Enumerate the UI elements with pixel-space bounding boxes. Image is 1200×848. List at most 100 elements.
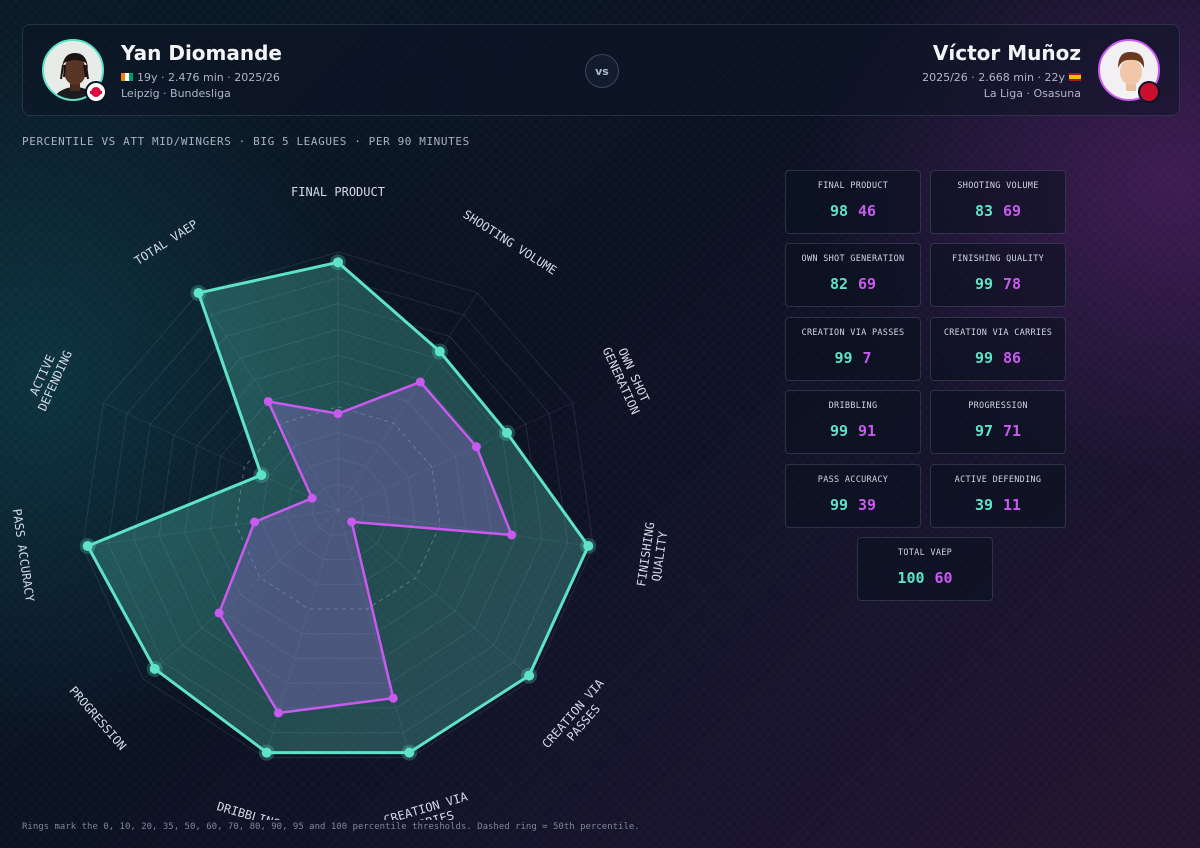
player-b-name: Víctor Muñoz (932, 41, 1081, 65)
spain-flag-icon (1069, 73, 1081, 81)
ring-50 (235, 406, 441, 610)
player-a-value: 99 (974, 348, 993, 367)
stat-card-label: CREATION VIA PASSES (801, 327, 905, 338)
data-point-player-a (193, 287, 204, 298)
player-a-value: 99 (834, 348, 853, 367)
spoke (337, 402, 573, 511)
player-comparison-header: Yan Diomande 19y · 2.476 min · 2025/26 L… (22, 24, 1180, 116)
player-b-value: 69 (1003, 202, 1022, 220)
axis-label: PROGRESSION (66, 684, 129, 753)
player-b-meta: 2025/26 · 2.668 min · 22y (922, 71, 1081, 84)
axis-label: SHOOTING VOLUME (461, 207, 560, 277)
player-b-value: 60 (934, 569, 953, 587)
data-point-player-b (250, 517, 260, 527)
axis-label: PASS ACCURACY (10, 508, 37, 604)
axis-label: ACTIVEDEFENDING (22, 343, 74, 414)
stat-card-label: FINAL PRODUCT (817, 181, 889, 191)
player-a-value: 99 (829, 422, 848, 441)
player-a-value: 83 (974, 202, 993, 220)
player-a-name: Yan Diomande (121, 41, 282, 65)
stat-card: FINISHING QUALITY 99 78 (930, 243, 1066, 308)
stat-card-values: 99 91 (786, 422, 920, 440)
stat-card-values: 97 71 (931, 422, 1065, 440)
stat-card: PASS ACCURACY 99 39 (785, 463, 921, 528)
radar-chart: FINAL PRODUCT SHOOTING VOLUME OWN SHOTGENE… (10, 185, 671, 820)
player-b-value: 69 (858, 275, 877, 294)
ring-20 (286, 457, 390, 561)
player-a-value: 98 (829, 202, 848, 220)
player-b-value: 71 (1003, 422, 1022, 441)
stat-card: CREATION VIA CARRIES 99 86 (930, 316, 1066, 381)
player-b-value: 46 (858, 202, 877, 220)
data-point-player-a (524, 670, 535, 681)
osasuna-crest-icon (1138, 81, 1160, 103)
data-point-player-a (501, 427, 512, 438)
data-point-player-a (261, 747, 272, 758)
player-b-value: 78 (1003, 275, 1022, 294)
spoke (337, 509, 412, 758)
axis-label: FINAL PRODUCT (291, 185, 385, 199)
data-point-player-b (214, 608, 224, 618)
data-point-player-b (507, 530, 517, 540)
stat-card-values: 99 39 (786, 496, 920, 514)
player-a-value: 97 (974, 422, 993, 441)
stat-card-label: PASS ACCURACY (817, 474, 889, 485)
stat-card: CREATION VIA PASSES 99 7 (785, 316, 921, 381)
rb-leipzig-crest-icon (85, 81, 107, 103)
data-point-player-b (263, 396, 273, 406)
ring-60 (209, 380, 467, 635)
stat-card-values: 39 11 (931, 496, 1065, 514)
stat-card-values: 99 86 (931, 349, 1065, 367)
player-a-value: 99 (974, 275, 993, 294)
ring-70 (184, 354, 492, 660)
ring-95 (107, 277, 569, 734)
spoke (337, 509, 594, 548)
data-point-player-a (434, 346, 445, 357)
axis-label: TOTAL VAEP (132, 217, 200, 268)
player-a-value: 100 (897, 569, 925, 587)
data-point-player-b (415, 377, 425, 387)
ivory-coast-flag-icon (121, 73, 133, 81)
footer-note: Rings mark the 0, 10, 20, 35, 50, 60, 70… (22, 822, 640, 832)
player-a-value: 82 (829, 275, 848, 294)
stat-card: FINAL PRODUCT 98 46 (785, 170, 921, 234)
stat-card-label: DRIBBLING (828, 401, 878, 412)
stat-card-label: PROGRESSION (968, 401, 1028, 412)
data-point-player-a (404, 747, 415, 758)
ring-80 (158, 328, 518, 684)
axis-label: CREATION VIAPASSES (539, 676, 617, 760)
stat-card: TOTAL VAEP 100 60 (857, 537, 993, 601)
series-area-player-b (217, 380, 513, 715)
spoke (337, 292, 478, 511)
data-point-player-a (256, 469, 267, 480)
player-a-meta: 19y · 2.476 min · 2025/26 (121, 71, 280, 84)
player-b-value: 86 (1003, 348, 1022, 367)
stat-card: SHOOTING VOLUME 83 69 (930, 170, 1066, 234)
stat-card: ACTIVE DEFENDING 39 11 (930, 463, 1066, 528)
spoke (82, 509, 339, 548)
data-point-player-a (82, 540, 93, 551)
data-point-player-b (273, 708, 283, 718)
player-b-club-league: La Liga · Osasuna (983, 87, 1081, 100)
player-b-value: 39 (858, 495, 877, 514)
data-point-player-a (583, 540, 594, 551)
data-point-player-a (333, 257, 343, 268)
stat-card-label: TOTAL VAEP (897, 548, 953, 558)
stat-card-values: 99 7 (786, 349, 920, 367)
stat-card-values: 98 46 (786, 202, 920, 220)
data-point-player-b (471, 442, 481, 452)
stat-card-values: 100 60 (858, 569, 992, 587)
stat-card: OWN SHOT GENERATION 82 69 (785, 243, 921, 308)
axis-label: DRIBBLING (215, 799, 281, 820)
player-a-value: 39 (974, 495, 993, 514)
spoke (337, 509, 534, 680)
vs-badge: vs (585, 54, 619, 88)
stat-card-label: CREATION VIA CARRIES (943, 327, 1053, 338)
stat-card-label: FINISHING QUALITY (951, 254, 1045, 265)
stat-card-values: 82 69 (786, 275, 920, 293)
ring-90 (133, 303, 543, 709)
player-b-meta-line1: 2025/26 · 2.668 min · 22y (922, 71, 1065, 84)
ring-35 (260, 432, 416, 585)
stat-card-values: 83 69 (931, 202, 1065, 220)
